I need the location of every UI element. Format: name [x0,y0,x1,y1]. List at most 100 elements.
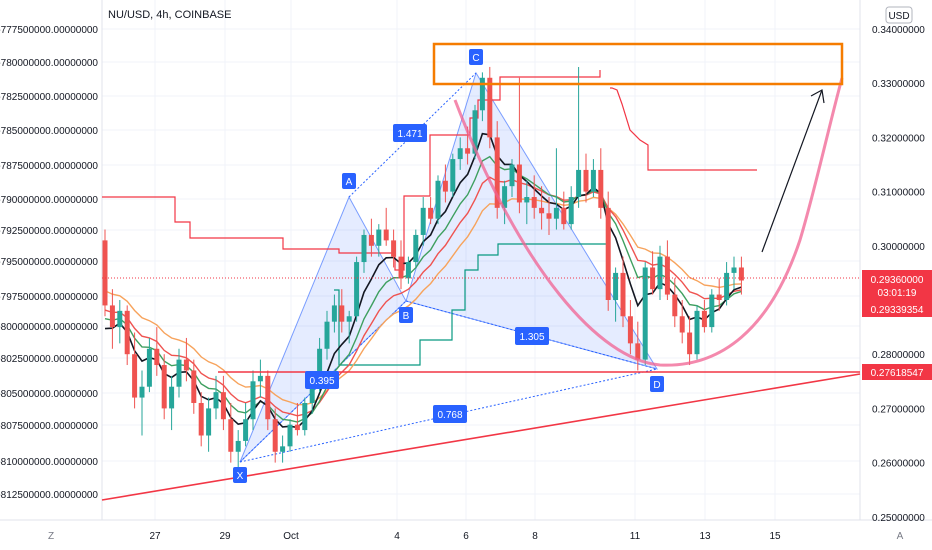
left-axis-label: -780000000.00000000 [0,58,98,69]
candle-body [561,207,567,225]
target-rectangle[interactable] [432,42,844,86]
candle-body [605,207,611,300]
candle-body [368,234,374,246]
candle-body [465,148,471,154]
corner-letter-right[interactable]: A [897,531,904,542]
candle-body [487,77,493,138]
ratio-badge [305,371,339,389]
pattern-point-labels: X A B C D [233,49,664,483]
candle-body [109,305,115,328]
candle-body [590,169,596,192]
left-axis-label: -810000000.00000000 [0,457,98,468]
projection-arrow[interactable] [761,89,823,253]
candle-body [472,110,478,154]
candle-body [235,440,241,452]
candle-body [657,256,663,290]
cup-curve[interactable] [453,77,844,367]
candle-body [731,267,737,273]
candle-body [405,262,411,279]
upper-step-line [102,70,601,271]
candle-body [502,186,508,208]
candle-body [257,375,263,382]
candle-body [331,305,337,322]
right-axis-label: 0.27000000 [872,404,925,415]
candle-body [598,169,604,208]
x-axis-labels: 27 29 Oct 4 6 8 11 13 15 [149,531,781,542]
pattern-point-label: X [237,471,244,482]
projection-arrow-head [810,89,825,104]
ratio-label: 1.471 [397,129,422,140]
left-axis-label: -795000000.00000000 [0,257,98,268]
candle-body [280,446,286,452]
x-axis-label: 15 [769,531,781,542]
candle-body [672,294,678,317]
x-axis-label: 11 [630,531,641,542]
candle-body [228,419,234,452]
candle-body [620,272,626,317]
candle-body [132,354,138,398]
right-axis-label: 0.31000000 [872,188,925,199]
left-axis-label: -797500000.00000000 [0,292,98,303]
x-axis-label: 8 [532,531,538,542]
candle-body [398,256,404,279]
candle-body [198,402,204,436]
candle-body [539,207,545,214]
left-axis-label: -785000000.00000000 [0,126,98,137]
currency-button[interactable]: USD [885,6,913,24]
candle-body [576,169,582,198]
moving-average-red [104,176,742,417]
pattern-ratio-labels: 1.471 0.395 1.305 0.768 [305,124,549,423]
left-axis-label: -800000000.00000000 [0,322,98,333]
candle-body [191,370,197,403]
x-axis-label: 6 [463,531,469,542]
candle-body [391,240,397,257]
candle-body [524,197,530,203]
currency-button-label: USD [888,11,909,22]
candle-body [161,365,167,409]
level-price-tag: 0.27618547 [862,364,932,380]
candles [102,66,744,474]
right-axis-labels: 0.34000000 0.33000000 0.32000000 0.31000000… [872,25,925,524]
candle-body [324,321,330,349]
support-trendline[interactable] [101,373,861,501]
candle-body [479,77,485,111]
right-axis-label: 0.33000000 [872,79,925,90]
candle-body [509,164,515,187]
candle-body [117,310,123,328]
x-axis-label: 13 [699,531,711,542]
candle-body [309,386,315,403]
candle-body [213,392,219,409]
candle-body [709,294,715,328]
candle-body [102,240,108,306]
candle-body [383,229,389,241]
pattern-dotted-bd [405,300,658,370]
candle-body [664,256,670,295]
candle-body [139,386,145,398]
level-price-text: 0.27618547 [871,368,924,379]
left-axis-label: -787500000.00000000 [0,161,98,172]
right-axis-label: 0.28000000 [872,350,925,361]
right-axis-label: 0.25000000 [872,513,925,524]
candle-body [553,207,559,219]
x-axis-label: 29 [219,531,231,542]
ratio-badge [393,124,427,142]
pattern-point-badge [233,467,247,483]
candle-body [724,272,730,300]
candle-body [243,419,249,441]
candle-body [272,419,278,452]
corner-letter-left[interactable]: Z [48,531,54,542]
candle-body [287,424,293,447]
chart-title: NU/USD, 4h, COINBASE [108,9,231,21]
pattern-point-label: C [472,53,479,64]
left-axis-label: -805000000.00000000 [0,389,98,400]
right-axis-label: 0.30000000 [872,242,925,253]
grid [102,0,860,520]
ratio-badge [433,405,467,423]
left-axis-label: -782500000.00000000 [0,92,98,103]
candle-body [413,234,419,263]
candle-body [716,294,722,300]
candle-body [687,332,693,355]
candle-body [583,169,589,192]
pattern-point-badge [469,49,483,65]
